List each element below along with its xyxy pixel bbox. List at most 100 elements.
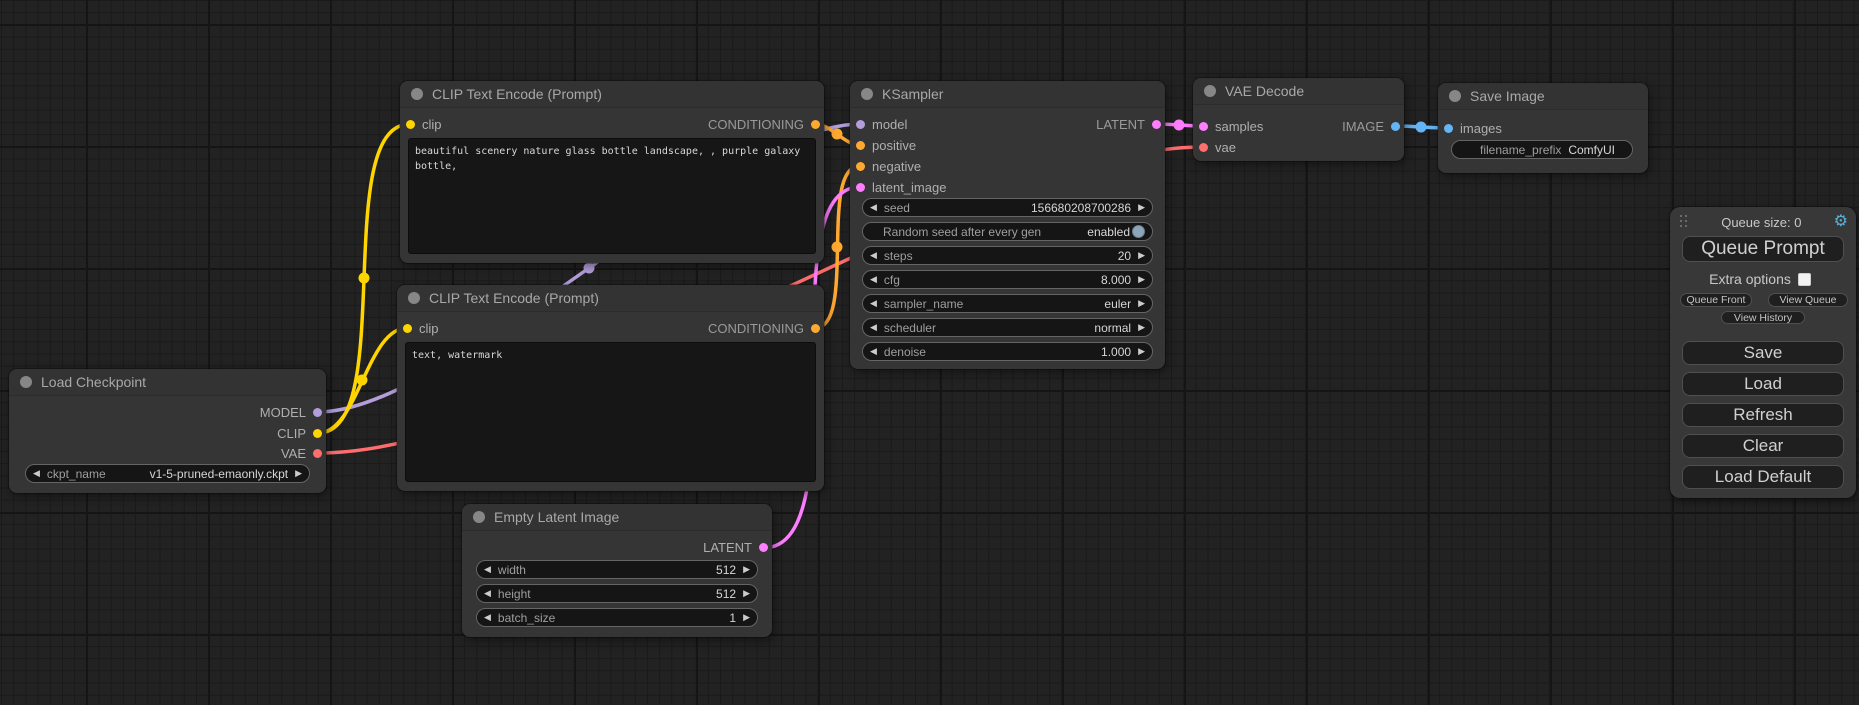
input-dot-samples[interactable] [1199,122,1208,131]
node-save-image[interactable]: Save Image images filename_prefix ComfyU… [1438,83,1648,173]
node-titlebar[interactable]: Load Checkpoint [9,369,326,396]
extra-options-checkbox[interactable] [1797,272,1811,286]
decrement-arrow-icon[interactable]: ◀ [870,202,877,212]
load-button[interactable]: Load [1682,372,1844,396]
output-dot-latent[interactable] [1152,120,1161,129]
input-dot-latent-image[interactable] [856,183,865,192]
input-label: vae [1215,140,1236,155]
output-label: IMAGE [1342,119,1384,134]
output-slot-image: IMAGE [1342,116,1400,137]
output-dot-vae[interactable] [313,449,322,458]
node-ksampler[interactable]: KSampler model LATENT positive negative … [850,81,1165,369]
view-queue-button[interactable]: View Queue [1768,293,1848,307]
input-label: clip [419,321,439,336]
collapse-dot-icon[interactable] [473,511,485,523]
input-dot-negative[interactable] [856,162,865,171]
increment-arrow-icon[interactable]: ▶ [1138,346,1145,356]
input-dot-clip[interactable] [403,324,412,333]
output-label: LATENT [1096,117,1145,132]
widget-cfg[interactable]: ◀ cfg 8.000 ▶ [862,270,1153,289]
increment-arrow-icon[interactable]: ▶ [1138,250,1145,260]
decrement-arrow-icon[interactable]: ◀ [484,588,491,598]
settings-gear-icon[interactable]: ⚙ [1833,213,1848,230]
link-dot-image [1415,121,1427,133]
node-title: Load Checkpoint [41,374,147,390]
collapse-dot-icon[interactable] [1449,90,1461,102]
link-dot-model [583,262,595,274]
input-dot-clip[interactable] [406,120,415,129]
clear-button[interactable]: Clear [1682,434,1844,458]
collapse-dot-icon[interactable] [411,88,423,100]
load-default-button[interactable]: Load Default [1682,465,1844,489]
node-load-checkpoint[interactable]: Load Checkpoint MODEL CLIP VAE ◀ ckpt_na… [9,369,326,493]
node-empty-latent-image[interactable]: Empty Latent Image LATENT ◀ width 512 ▶ … [462,504,772,637]
widget-sampler-name[interactable]: ◀ sampler_name euler ▶ [862,294,1153,313]
node-titlebar[interactable]: VAE Decode [1193,78,1404,105]
queue-front-button[interactable]: Queue Front [1680,293,1752,307]
node-titlebar[interactable]: CLIP Text Encode (Prompt) [397,285,824,312]
output-dot-image[interactable] [1391,122,1400,131]
widget-seed[interactable]: ◀ seed 156680208700286 ▶ [862,198,1153,217]
input-dot-positive[interactable] [856,141,865,150]
node-title: Empty Latent Image [494,509,620,525]
node-clip-text-encode-positive[interactable]: CLIP Text Encode (Prompt) clip CONDITION… [400,81,824,263]
collapse-dot-icon[interactable] [861,88,873,100]
decrement-arrow-icon[interactable]: ◀ [33,468,40,478]
output-dot-latent[interactable] [759,543,768,552]
decrement-arrow-icon[interactable]: ◀ [870,274,877,284]
node-clip-text-encode-negative[interactable]: CLIP Text Encode (Prompt) clip CONDITION… [397,285,824,491]
widget-random-seed[interactable]: Random seed after every gen enabled [862,222,1153,241]
decrement-arrow-icon[interactable]: ◀ [870,298,877,308]
widget-label: filename_prefix [1480,142,1562,157]
decrement-arrow-icon[interactable]: ◀ [484,564,491,574]
input-label: negative [872,159,922,174]
widget-denoise[interactable]: ◀ denoise 1.000 ▶ [862,342,1153,361]
increment-arrow-icon[interactable]: ▶ [1138,298,1145,308]
increment-arrow-icon[interactable]: ▶ [743,564,750,574]
widget-height[interactable]: ◀ height 512 ▶ [476,584,758,603]
increment-arrow-icon[interactable]: ▶ [1138,274,1145,284]
node-titlebar[interactable]: CLIP Text Encode (Prompt) [400,81,824,108]
increment-arrow-icon[interactable]: ▶ [743,588,750,598]
prompt-textarea[interactable]: beautiful scenery nature glass bottle la… [408,138,816,254]
random-seed-toggle[interactable] [1132,225,1145,238]
prompt-textarea[interactable]: text, watermark [405,342,816,482]
output-dot-conditioning[interactable] [811,324,820,333]
widget-ckpt-name[interactable]: ◀ ckpt_name v1-5-pruned-emaonly.ckpt ▶ [25,464,310,483]
output-dot-model[interactable] [313,408,322,417]
widget-width[interactable]: ◀ width 512 ▶ [476,560,758,579]
view-history-button[interactable]: View History [1721,311,1805,324]
widget-batch-size[interactable]: ◀ batch_size 1 ▶ [476,608,758,627]
input-dot-images[interactable] [1444,124,1453,133]
collapse-dot-icon[interactable] [20,376,32,388]
queue-prompt-button[interactable]: Queue Prompt [1682,236,1844,262]
widget-filename-prefix[interactable]: filename_prefix ComfyUI [1451,140,1633,159]
input-slot-samples: samples [1199,116,1263,137]
output-dot-clip[interactable] [313,429,322,438]
save-button[interactable]: Save [1682,341,1844,365]
decrement-arrow-icon[interactable]: ◀ [870,346,877,356]
collapse-dot-icon[interactable] [408,292,420,304]
widget-scheduler[interactable]: ◀ scheduler normal ▶ [862,318,1153,337]
increment-arrow-icon[interactable]: ▶ [1138,322,1145,332]
queue-panel-header: Queue size: 0 ⚙ [1680,213,1848,231]
node-titlebar[interactable]: Empty Latent Image [462,504,772,531]
decrement-arrow-icon[interactable]: ◀ [870,250,877,260]
increment-arrow-icon[interactable]: ▶ [295,468,302,478]
increment-arrow-icon[interactable]: ▶ [1138,202,1145,212]
widget-steps[interactable]: ◀ steps 20 ▶ [862,246,1153,265]
drag-handle-icon[interactable] [1680,215,1689,229]
input-dot-model[interactable] [856,120,865,129]
decrement-arrow-icon[interactable]: ◀ [870,322,877,332]
output-dot-conditioning[interactable] [811,120,820,129]
decrement-arrow-icon[interactable]: ◀ [484,612,491,622]
input-label: clip [422,117,442,132]
collapse-dot-icon[interactable] [1204,85,1216,97]
increment-arrow-icon[interactable]: ▶ [743,612,750,622]
node-vae-decode[interactable]: VAE Decode samples IMAGE vae [1193,78,1404,161]
node-titlebar[interactable]: Save Image [1438,83,1648,110]
refresh-button[interactable]: Refresh [1682,403,1844,427]
input-dot-vae[interactable] [1199,143,1208,152]
node-titlebar[interactable]: KSampler [850,81,1165,108]
